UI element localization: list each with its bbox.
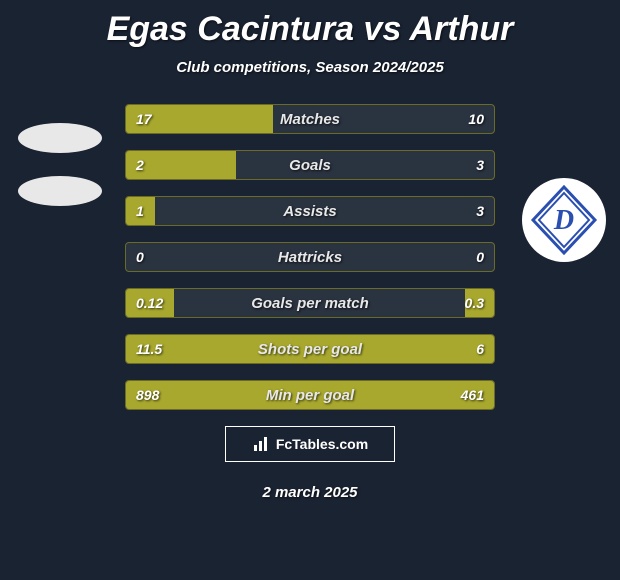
shield-icon: D [529, 185, 599, 255]
site-label: FcTables.com [276, 436, 368, 452]
left-club-logo-2 [18, 176, 102, 206]
stat-row: 23Goals [125, 150, 495, 180]
stat-row: 11.56Shots per goal [125, 334, 495, 364]
stat-label: Goals [126, 151, 494, 179]
stat-label: Assists [126, 197, 494, 225]
stat-label: Goals per match [126, 289, 494, 317]
page-title: Egas Cacintura vs Arthur [0, 0, 620, 49]
stat-label: Hattricks [126, 243, 494, 271]
left-club-logo-1 [18, 123, 102, 153]
stat-label: Min per goal [126, 381, 494, 409]
chart-icon [252, 435, 270, 453]
date-label: 2 march 2025 [0, 484, 620, 501]
right-club-crest: D [522, 178, 606, 262]
site-badge[interactable]: FcTables.com [225, 426, 395, 462]
stat-row: 898461Min per goal [125, 380, 495, 410]
stat-label: Shots per goal [126, 335, 494, 363]
stat-row: 1710Matches [125, 104, 495, 134]
stat-row: 0.120.3Goals per match [125, 288, 495, 318]
stat-row: 13Assists [125, 196, 495, 226]
stats-container: 1710Matches 23Goals 13Assists 00Hattricks 0.… [0, 104, 620, 410]
stat-row: 00Hattricks [125, 242, 495, 272]
page-subtitle: Club competitions, Season 2024/2025 [0, 59, 620, 76]
stat-label: Matches [126, 105, 494, 133]
crest-letter: D [553, 205, 574, 236]
